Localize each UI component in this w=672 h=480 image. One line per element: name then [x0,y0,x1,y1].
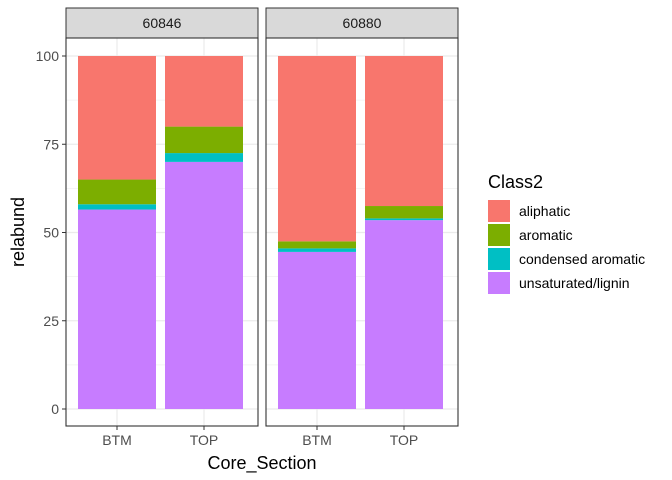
bar-60880-BTM-aliphatic [278,56,356,242]
bar-60846-BTM-condensed-aromatic [78,204,156,210]
facet-strip-label: 60846 [143,15,182,31]
facet-strip [65,7,259,39]
facet-strip [265,7,459,39]
facet-strip-label: 60880 [343,15,382,31]
bar-60880-BTM-condensed-aromatic [278,248,356,252]
panel-border [265,37,459,427]
legend: Class2 aliphatic aromatic condensed aromat… [488,172,645,294]
x-axis: BTM TOP BTM TOP [102,426,418,448]
bar-60846-TOP-condensed-aromatic [165,153,243,162]
bar-60846-TOP-aliphatic [165,56,243,127]
x-tick-label: TOP [190,432,219,448]
bar-60880-BTM-unsaturated-lignin [278,251,356,409]
y-axis-title: relabund [8,197,28,267]
legend-swatch [488,272,510,294]
y-tick-label: 100 [36,48,60,64]
x-tick-label: TOP [390,432,419,448]
y-axis: 0 25 50 75 100 [36,48,66,417]
legend-swatch [488,224,510,246]
facet-panels: 60846 60880 [65,7,459,427]
facet-panel-60880: 60880 [265,7,459,427]
y-tick-label: 75 [43,136,59,152]
bar-60846-BTM-unsaturated-lignin [78,209,156,409]
bar-60880-TOP-unsaturated-lignin [365,220,443,409]
y-tick-label: 50 [43,225,59,241]
bar-60846-TOP-aromatic [165,126,243,154]
bar-60880-TOP-condensed-aromatic [365,218,443,221]
x-tick-label: BTM [102,432,132,448]
legend-label: unsaturated/lignin [519,275,630,291]
y-tick-label: 25 [43,313,59,329]
x-axis-title: Core_Section [207,453,316,474]
legend-swatch [488,200,510,222]
y-tick-label: 0 [51,401,59,417]
bar-60880-TOP-aromatic [365,206,443,219]
legend-swatch [488,248,510,270]
bar-60846-TOP-unsaturated-lignin [165,161,243,409]
legend-label: condensed aromatic [519,251,645,267]
legend-label: aromatic [519,227,573,243]
legend-title: Class2 [488,172,543,192]
facet-panel-60846: 60846 [65,7,259,427]
bar-60880-TOP-aliphatic [365,56,443,207]
bar-60846-BTM-aliphatic [78,56,156,180]
legend-label: aliphatic [519,203,570,219]
bar-60846-BTM-aromatic [78,179,156,205]
x-tick-label: BTM [302,432,332,448]
bar-60880-BTM-aromatic [278,241,356,249]
